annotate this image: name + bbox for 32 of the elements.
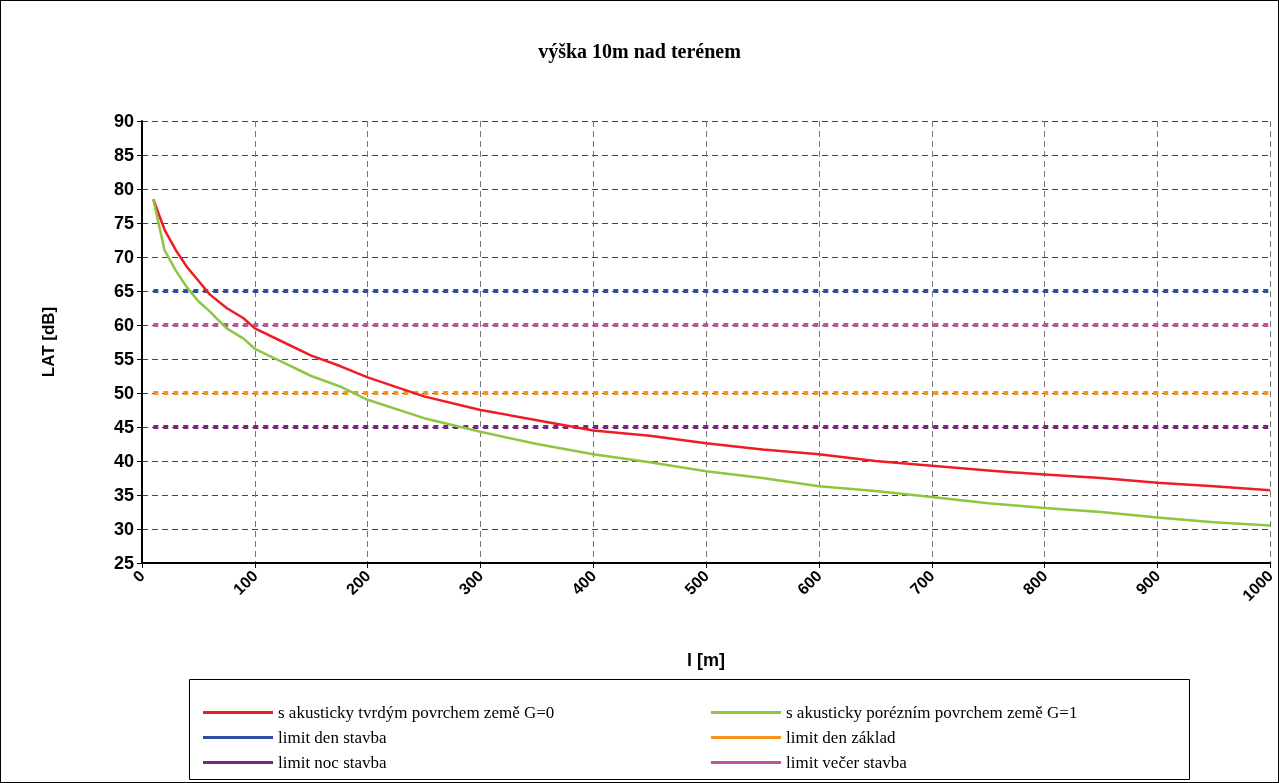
y-tick-label: 90 bbox=[113, 111, 134, 131]
y-tick-label: 80 bbox=[113, 179, 134, 199]
legend-label: limit den stavba bbox=[278, 728, 388, 747]
chart-title: výška 10m nad terénem bbox=[538, 40, 742, 63]
legend-label: limit den základ bbox=[786, 728, 897, 747]
y-tick-label: 75 bbox=[113, 213, 134, 233]
y-axis-title: LAT [dB] bbox=[39, 306, 58, 378]
y-tick-label: 25 bbox=[113, 553, 134, 573]
y-tick-label: 85 bbox=[113, 145, 134, 165]
y-tick-label: 65 bbox=[113, 281, 134, 301]
x-tick-label: 100 bbox=[229, 566, 261, 598]
x-tick-label: 800 bbox=[1019, 566, 1051, 598]
x-tick-label: 900 bbox=[1132, 566, 1164, 598]
legend-label: s akusticky porézním povrchem země G=1 bbox=[786, 703, 1078, 722]
x-tick-label: 200 bbox=[342, 566, 374, 598]
y-tick-label: 50 bbox=[113, 383, 134, 403]
y-tick-label: 60 bbox=[113, 315, 134, 335]
legend-label: limit noc stavba bbox=[278, 753, 388, 772]
x-tick-label: 300 bbox=[455, 566, 487, 598]
y-tick-label: 35 bbox=[113, 485, 134, 505]
y-tick-label: 40 bbox=[113, 451, 134, 471]
y-tick-label: 55 bbox=[113, 349, 134, 369]
x-axis-title: l [m] bbox=[687, 650, 726, 670]
y-tick-label: 70 bbox=[113, 247, 134, 267]
x-tick-label: 600 bbox=[794, 566, 826, 598]
x-tick-label: 400 bbox=[568, 566, 600, 598]
y-tick-label: 45 bbox=[113, 417, 134, 437]
y-tick-label: 30 bbox=[113, 519, 134, 539]
x-tick-label: 700 bbox=[906, 566, 938, 598]
legend-label: limit večer stavba bbox=[786, 753, 908, 772]
legend-label: s akusticky tvrdým povrchem země G=0 bbox=[278, 703, 555, 722]
x-tick-label: 500 bbox=[681, 566, 713, 598]
